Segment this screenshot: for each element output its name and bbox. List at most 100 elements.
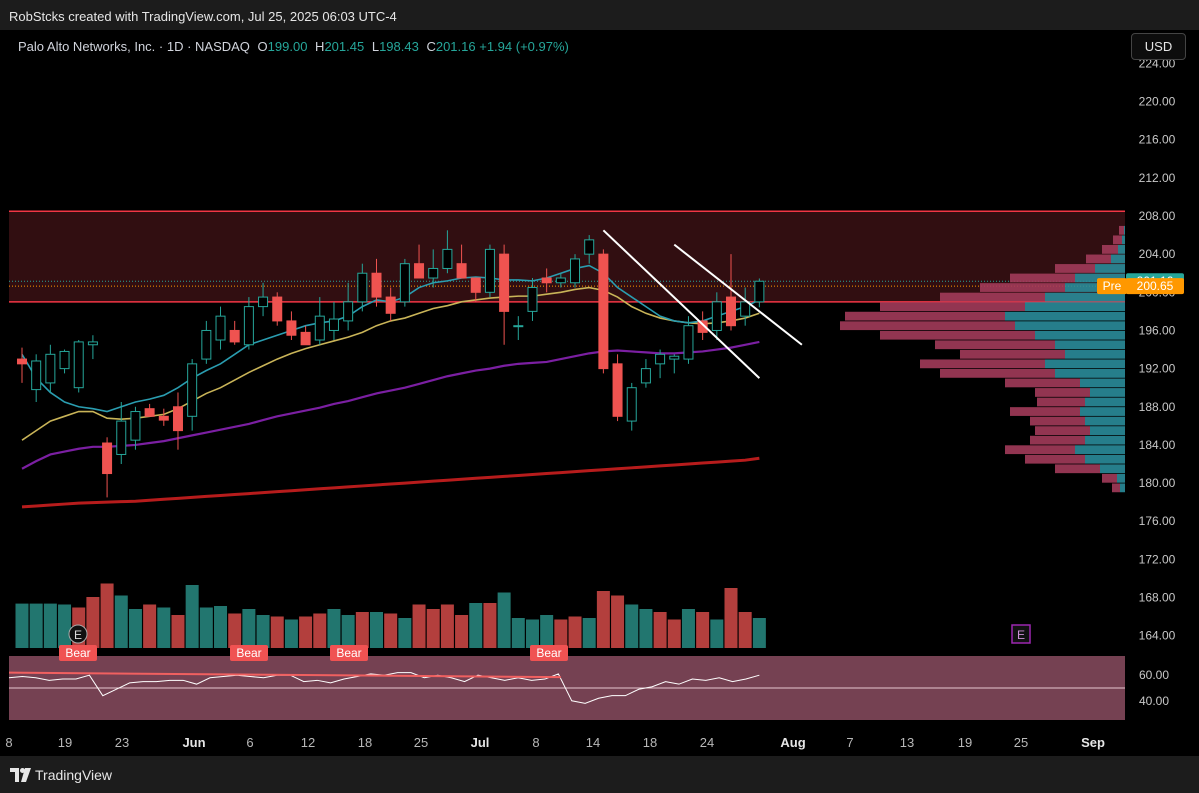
volume-bar: [681, 609, 695, 648]
time-tick-label: 12: [301, 735, 315, 750]
price-tick-label: 220.00: [1139, 95, 1176, 109]
volume-bar: [696, 612, 710, 648]
candle-body: [612, 363, 623, 417]
volume-bar: [355, 612, 369, 648]
candle-body: [399, 263, 410, 303]
price-tick-label: 176.00: [1139, 514, 1176, 528]
volume-bar: [157, 607, 171, 648]
currency-button[interactable]: USD: [1131, 33, 1186, 60]
symbol-title[interactable]: Palo Alto Networks, Inc. · 1D · NASDAQ: [18, 39, 250, 54]
volume-bar: [128, 609, 142, 648]
price-tick-label: 212.00: [1139, 171, 1176, 185]
candle-body: [754, 280, 765, 303]
price-tick-label: 216.00: [1139, 133, 1176, 147]
bear-signal-box: [230, 645, 268, 661]
time-tick-label: 18: [358, 735, 372, 750]
time-tick-label: Jun: [182, 735, 205, 750]
volume-bar: [58, 604, 72, 648]
volume-bar: [398, 618, 412, 648]
pre-badge: [1097, 278, 1127, 295]
high-value: 201.45: [324, 39, 365, 54]
candle-body: [484, 248, 495, 293]
candle-body: [555, 277, 566, 284]
volume-bar: [426, 609, 440, 648]
candle-body: [172, 406, 183, 432]
candle-body: [697, 320, 708, 333]
volume-profile-row-down: [1005, 378, 1080, 388]
volume-profile-row-up: [1085, 454, 1125, 464]
volume-bar: [582, 618, 596, 648]
time-tick-label: 19: [58, 735, 72, 750]
volume-profile-row-down: [1102, 244, 1118, 254]
pre-label: Pre: [1103, 279, 1122, 293]
volume-profile-row-down: [1010, 273, 1075, 283]
volume-bar: [653, 612, 667, 648]
earnings-marker[interactable]: E: [68, 624, 88, 644]
volume-bar: [724, 588, 738, 648]
volume-profile-row-down: [845, 311, 1005, 321]
candle-body: [357, 272, 368, 303]
volume-profile-row-up: [1090, 426, 1125, 436]
bear-signal: Bear: [59, 645, 97, 661]
open-label: O: [257, 39, 268, 54]
candle-body: [328, 318, 339, 331]
volume-bar: [738, 612, 752, 648]
volume-profile-row-down: [1035, 426, 1090, 436]
candle-body: [116, 420, 127, 455]
time-tick-label: 25: [414, 735, 428, 750]
ema-long-line: [21, 456, 760, 509]
volume-profile-row-up: [1124, 225, 1125, 235]
bear-signal-label: Bear: [236, 646, 261, 660]
volume-bar: [384, 613, 398, 648]
volume-bar: [29, 603, 43, 648]
candle-body: [655, 353, 666, 365]
ohlc-legend: Palo Alto Networks, Inc. · 1D · NASDAQ O…: [18, 39, 569, 54]
trendline[interactable]: [602, 229, 761, 379]
bear-signal-box: [330, 645, 368, 661]
candle-body: [130, 411, 141, 441]
bear-signal-label: Bear: [336, 646, 361, 660]
volume-profile-row-down: [980, 283, 1065, 292]
volume-profile-row-up: [1045, 292, 1125, 302]
volume-bar: [412, 604, 426, 648]
volume-bar: [525, 619, 539, 648]
volume-profile-row-up: [1085, 397, 1125, 407]
volume-profile-row-down: [880, 302, 1025, 312]
trendline[interactable]: [673, 243, 803, 346]
candle-body: [414, 263, 425, 279]
footer-brand: TradingView: [35, 767, 113, 783]
earnings-label: E: [74, 628, 82, 642]
resistance-zone: [9, 211, 1125, 302]
candle-body: [31, 360, 42, 391]
volume-profile-row-down: [1055, 264, 1095, 273]
candle-body: [499, 253, 510, 312]
volume-profile-row-up: [1085, 435, 1125, 445]
candle-body: [272, 296, 283, 322]
candle-body: [45, 353, 56, 384]
time-tick-label: Aug: [780, 735, 805, 750]
volume-bar: [752, 618, 766, 648]
volume-profile-row-up: [1025, 302, 1125, 312]
volume-bar: [455, 615, 469, 648]
time-tick-label: 18: [643, 735, 657, 750]
volume-profile-row-up: [1075, 273, 1125, 283]
candle-body: [286, 320, 297, 336]
volume-bar: [15, 603, 29, 648]
rsi-tick-label: 60.00: [1139, 668, 1169, 682]
time-tick-label: 23: [115, 735, 129, 750]
volume-profile-row-down: [840, 321, 1015, 331]
volume-bar: [483, 603, 497, 648]
volume-profile-row-down: [1035, 388, 1090, 397]
time-tick-label: 25: [1014, 735, 1028, 750]
volume-bar: [625, 604, 639, 648]
candle-body: [513, 325, 524, 328]
candle-body: [626, 387, 637, 422]
volume-profile-row-up: [1065, 349, 1125, 359]
volume-profile-row-up: [1117, 473, 1125, 483]
volume-profile-row-up: [1005, 311, 1125, 321]
earnings-marker[interactable]: E: [1011, 624, 1031, 644]
close-value: 201.16: [435, 39, 476, 54]
price-tick-label: 164.00: [1139, 629, 1176, 643]
price-tick-label: 172.00: [1139, 552, 1176, 566]
